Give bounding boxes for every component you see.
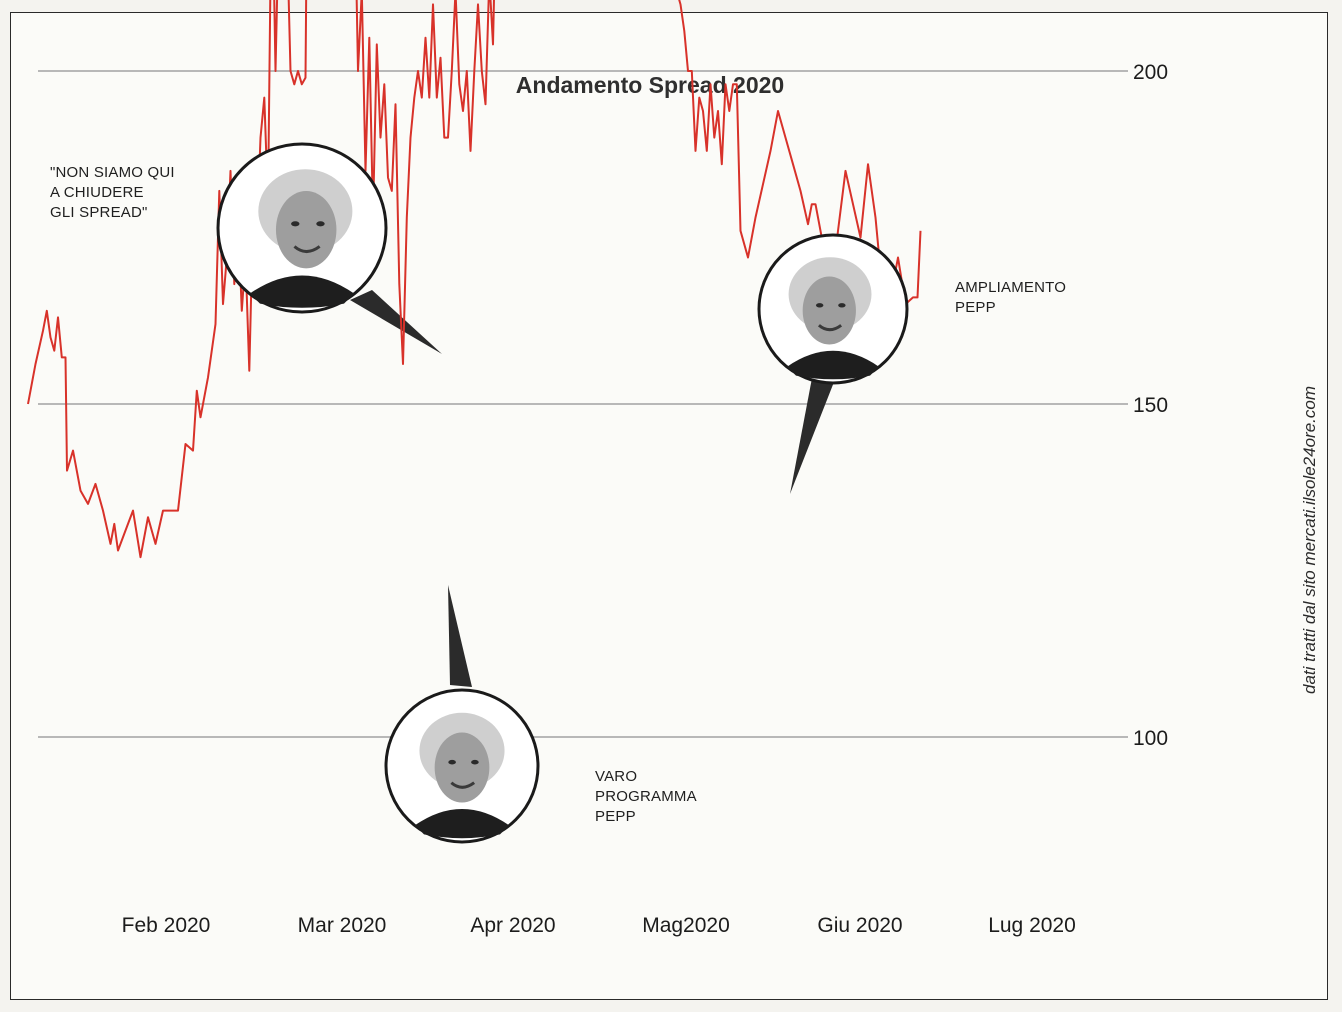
gridlines xyxy=(38,70,1128,738)
x-tick-label-4: Giu 2020 xyxy=(817,914,902,937)
portrait-lagarde-quote xyxy=(216,142,388,314)
callout-pointers xyxy=(350,290,834,687)
portrait-lagarde-extension xyxy=(757,233,909,385)
pointer-launch xyxy=(448,585,472,687)
pointer-quote xyxy=(350,290,442,354)
portrait-group xyxy=(216,142,909,844)
source-note: dati tratti dal sito mercati.ilsole24ore… xyxy=(1300,385,1319,695)
annotation-pepp-launch: VARO PROGRAMMA PEPP xyxy=(595,768,697,825)
y-tick-label-150: 150 xyxy=(1133,394,1168,417)
annotation-quote: "NON SIAMO QUI A CHIUDERE GLI SPREAD" xyxy=(50,164,175,221)
y-axis-ticks: 100150200250300350 xyxy=(1133,61,1168,750)
x-tick-label-1: Mar 2020 xyxy=(298,914,387,937)
portrait-lagarde-launch xyxy=(384,688,540,844)
annotation-pepp-extension: AMPLIAMENTO PEPP xyxy=(955,279,1067,316)
x-tick-label-5: Lug 2020 xyxy=(988,914,1076,937)
x-tick-label-0: Feb 2020 xyxy=(122,914,211,937)
x-tick-label-3: Mag2020 xyxy=(642,914,730,937)
chart-title: Andamento Spread 2020 xyxy=(515,72,785,98)
pointer-extension xyxy=(790,378,834,494)
x-axis-ticks: Feb 2020 Mar 2020 Apr 2020 Mag2020 Giu 2020 L… xyxy=(122,914,1076,937)
y-tick-label-200: 200 xyxy=(1133,61,1168,84)
x-tick-label-2: Apr 2020 xyxy=(470,914,555,937)
y-tick-label-100: 100 xyxy=(1133,727,1168,750)
